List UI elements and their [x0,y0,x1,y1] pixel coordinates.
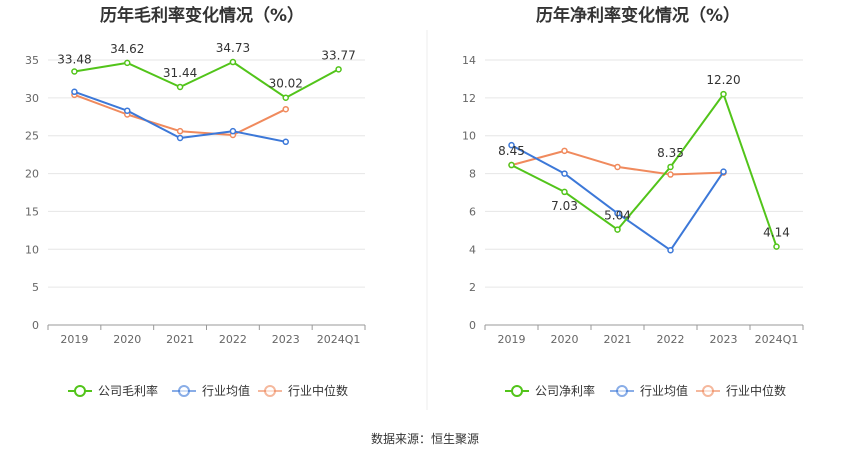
data-point [229,58,237,66]
chart-title: 历年毛利率变化情况（%） [100,5,304,26]
y-tick-label: 35 [25,54,39,67]
chart-1: 历年毛利率变化情况（%） 0 5 10 15 20 25 30 35 2019 2020 2021 20… [25,5,366,398]
data-point [71,88,78,96]
y-tick-label: 10 [462,130,476,143]
data-point [614,226,621,233]
data-label: 4.14 [763,226,790,240]
data-point [508,161,515,169]
x-tick-label: 2020 [551,333,579,346]
legend-marker [702,385,714,397]
legend-item: 行业中位数 [258,383,348,398]
y-tick-label: 5 [32,281,39,294]
y-tick-label: 6 [469,205,476,218]
y-tick-label: 0 [469,319,476,332]
series-line [511,93,778,247]
data-label: 33.48 [57,53,91,67]
x-tick-label: 2022 [657,333,685,346]
x-tick-label: 2021 [166,333,194,346]
legend-label: 公司净利率 [535,383,595,398]
x-tick-label: 2020 [113,333,141,346]
data-point [282,105,289,113]
data-point [667,171,674,178]
data-point [71,68,78,75]
data-point [720,90,727,98]
data-label: 8.35 [657,146,684,160]
legend-label: 行业均值 [640,383,688,398]
data-point [176,83,184,91]
data-label: 31.44 [163,66,197,80]
data-label: 34.73 [216,41,250,55]
x-tick-label: 2019 [60,333,88,346]
x-tick-label: 2023 [272,333,300,346]
legend-marker [178,385,190,397]
data-point [282,138,289,146]
data-point [720,168,727,175]
legend-label: 公司毛利率 [98,383,158,398]
legend-marker [74,385,86,397]
chart-2: 历年净利率变化情况（%） 0 2 4 6 8 10 12 14 2019 2020 2021 2022 2… [462,5,804,398]
legend-marker [616,385,628,397]
series-line [511,144,725,252]
data-point [667,246,674,254]
y-tick-label: 12 [462,92,476,105]
y-tick-label: 0 [32,319,39,332]
y-tick-label: 8 [469,168,476,181]
legend-label: 行业中位数 [288,383,348,398]
data-label: 8.45 [498,144,525,158]
y-tick-label: 14 [462,54,476,67]
legend-label: 行业中位数 [726,383,786,398]
data-label: 34.62 [110,42,144,56]
data-point [124,107,131,114]
y-tick-label: 25 [25,130,39,143]
data-point [773,243,780,250]
y-tick-label: 20 [25,168,39,181]
y-tick-label: 30 [25,92,39,105]
data-point [176,134,184,142]
x-tick-label: 2024Q1 [317,333,361,346]
data-point [614,163,621,171]
data-label: 33.77 [321,48,355,62]
legend-marker [264,385,276,397]
data-label: 7.03 [551,199,578,213]
y-tick-label: 4 [469,243,476,256]
data-point [561,170,568,177]
x-tick-label: 2024Q1 [755,333,799,346]
x-tick-label: 2023 [710,333,738,346]
data-label: 12.20 [706,73,740,87]
x-tick-label: 2019 [498,333,526,346]
data-point [561,147,568,155]
legend-item: 公司毛利率 [68,383,158,398]
data-point [561,188,568,196]
legend-item: 行业均值 [610,383,688,398]
data-point [176,127,184,135]
data-point [124,59,131,67]
data-point [282,94,289,101]
y-tick-label: 10 [25,243,39,256]
legend-item: 公司净利率 [505,383,595,398]
legend-item: 行业中位数 [696,383,786,398]
legend-marker [511,385,523,397]
source-text: 数据来源：恒生聚源 [371,431,479,446]
data-point [335,66,342,73]
data-point [229,127,237,135]
x-tick-label: 2021 [604,333,632,346]
y-tick-label: 15 [25,205,39,218]
x-tick-label: 2022 [219,333,247,346]
legend-item: 行业均值 [172,383,250,398]
legend-label: 行业均值 [202,383,250,398]
data-point [508,141,515,149]
data-point [667,163,674,171]
data-point [614,210,621,217]
y-tick-label: 2 [469,281,476,294]
data-label: 30.02 [269,77,303,91]
data-label: 5.04 [604,209,631,223]
chart-title: 历年净利率变化情况（%） [536,5,740,26]
series-line [74,61,340,99]
